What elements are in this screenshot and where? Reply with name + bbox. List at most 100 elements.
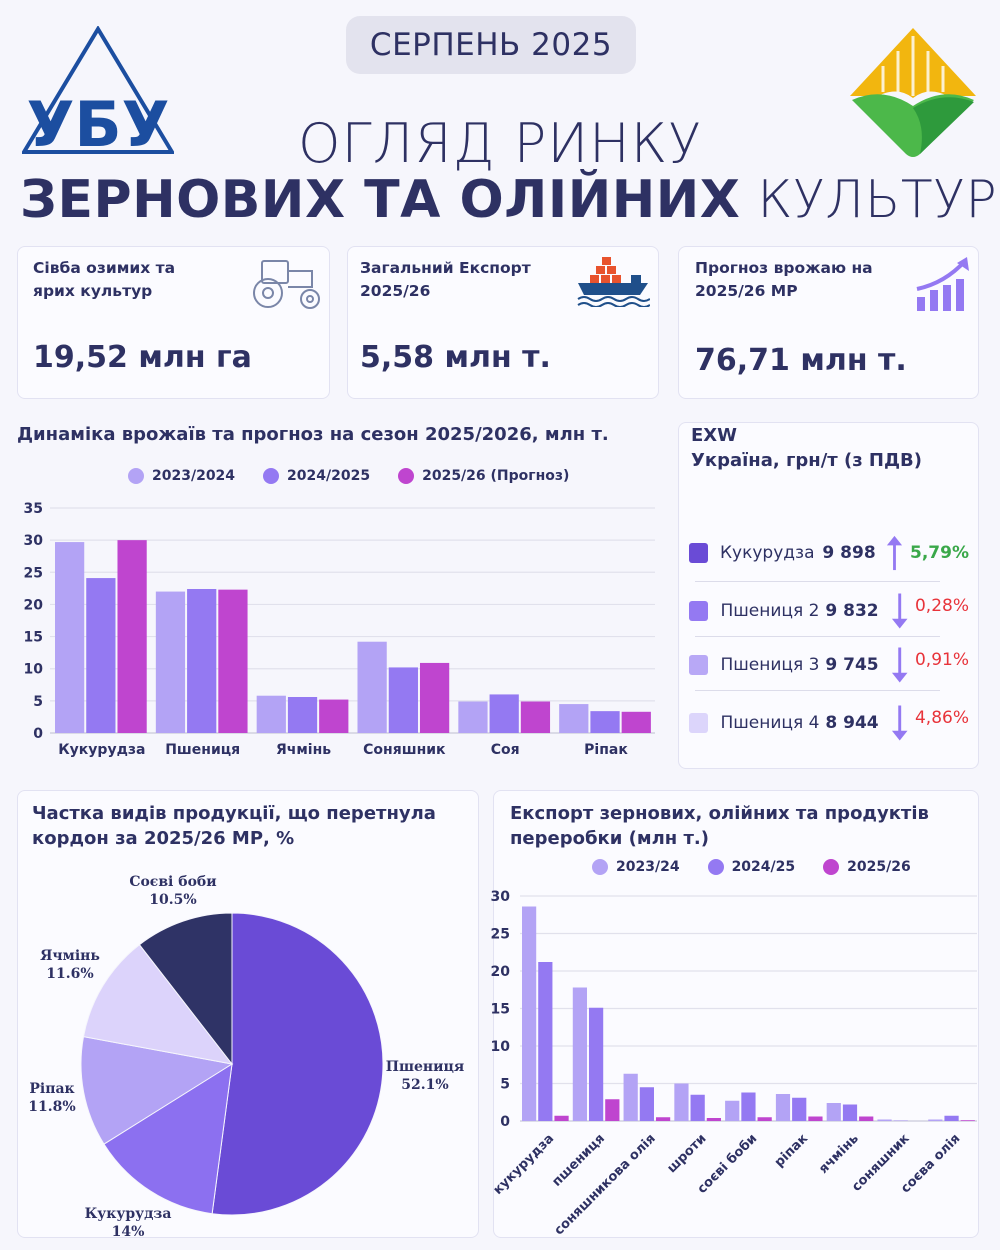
x-tick-label: Соняшник <box>363 742 446 758</box>
pie-label-value: 14% <box>111 1224 145 1240</box>
price-change: 4,86% <box>914 708 969 728</box>
crop-name: Пшениця 3 <box>720 655 820 675</box>
legend-label: 2025/26 (Прогноз) <box>422 468 570 484</box>
bar-соєві боби-2024/25 <box>741 1092 756 1121</box>
pie-label: Ячмінь 11.6% <box>10 947 130 983</box>
card-title: Загальний Експорт 2025/26 <box>360 259 531 300</box>
cargo-ship-icon <box>577 257 650 307</box>
bar-Кукурудза-2023/2024 <box>55 542 85 733</box>
bar-соєва олія-2024/25 <box>944 1115 959 1121</box>
pie-slice-Кукурудза <box>103 1063 233 1215</box>
y-tick-label: 20 <box>24 597 44 613</box>
bar-ячмінь-2025/26 <box>859 1116 874 1121</box>
pie-label: Пшениця 52.1% <box>365 1058 485 1094</box>
title-line-2: ЗЕРНОВИХ ТА ОЛІЙНИХ КУЛЬТУР <box>20 170 997 230</box>
divider <box>695 636 940 637</box>
y-tick-label: 30 <box>491 889 511 905</box>
bar-пшениця-2023/24 <box>572 987 587 1121</box>
bar-Соняшник-2023/2024 <box>357 641 387 733</box>
price: 9 745 <box>825 655 879 675</box>
bar-шроти-2024/25 <box>690 1094 705 1121</box>
bar-соєві боби-2023/24 <box>725 1100 740 1121</box>
legend-item: 2024/25 <box>707 859 795 875</box>
crop-name: Кукурудза <box>719 543 815 563</box>
svg-text:УБУ: УБУ <box>27 88 170 156</box>
price-change: 0,28% <box>914 596 969 616</box>
arrow-down-icon <box>891 705 908 741</box>
bar-Пшениця-2024/2025 <box>187 589 217 733</box>
bar-Кукурудза-2024/2025 <box>86 578 116 733</box>
bar-соєва олія-2023/24 <box>928 1119 943 1121</box>
bar-ячмінь-2023/24 <box>826 1103 841 1121</box>
y-tick-label: 15 <box>24 630 43 646</box>
legend-label: 2023/2024 <box>152 468 236 484</box>
bar-соняшник-2023/24 <box>877 1119 892 1121</box>
exw-row: Кукурудза 9 898 5,79% <box>689 535 969 571</box>
crop-name: Пшениця 4 <box>720 713 820 733</box>
legend-item: 2025/26 <box>823 859 911 875</box>
card-value: 76,71 млн т. <box>695 343 907 378</box>
color-swatch <box>689 601 709 621</box>
bar-кукурудза-2025/26 <box>554 1115 569 1121</box>
pie-label: Ріпак 11.8% <box>0 1080 112 1116</box>
bar-Ячмінь-2024/2025 <box>287 697 318 733</box>
pie-slice-Соєві боби <box>138 912 233 1066</box>
x-tick-label: Ріпак <box>584 742 628 758</box>
arrow-down-icon <box>891 593 908 629</box>
bar-Ячмінь-2025/26 (Прогноз) <box>319 699 349 733</box>
y-tick-label: 25 <box>491 927 510 943</box>
pie-chart-title: Частка видів продукції, що перетнула кор… <box>32 803 436 849</box>
bar-соєві боби-2025/26 <box>757 1117 772 1121</box>
legend-dot <box>128 468 144 484</box>
bar-Пшениця-2023/2024 <box>155 591 186 733</box>
x-tick-label: Ячмінь <box>276 742 331 758</box>
bar-ріпак-2025/26 <box>808 1116 823 1121</box>
bar-кукурудза-2024/25 <box>538 962 553 1121</box>
x-tick-label: ячмінь <box>816 1131 862 1177</box>
bar-ячмінь-2024/25 <box>842 1104 858 1121</box>
y-tick-label: 10 <box>24 662 44 678</box>
exw-row: Пшениця 2 9 832 0,28% <box>689 593 969 629</box>
bar-пшениця-2024/25 <box>588 1007 604 1121</box>
x-tick-label: соняшникова олія <box>552 1131 659 1238</box>
legend-dot <box>707 859 724 875</box>
y-tick-label: 0 <box>33 726 43 742</box>
divider <box>695 581 940 582</box>
growth-chart-icon <box>916 257 969 311</box>
legend-dot <box>263 468 280 484</box>
x-tick-label: кукурудза <box>491 1131 558 1198</box>
pie-label: Кукурудза 14% <box>68 1205 188 1241</box>
x-tick-label: ріпак <box>772 1131 811 1170</box>
pie-label-name: Ріпак <box>29 1081 75 1097</box>
y-tick-label: 5 <box>33 694 43 710</box>
export-share-pie-chart <box>80 912 384 1216</box>
pie-label-value: 11.8% <box>28 1099 76 1115</box>
pie-slice-Ячмінь <box>82 943 234 1065</box>
legend-label: 2024/2025 <box>287 468 371 484</box>
bar-ріпак-2024/25 <box>792 1097 807 1121</box>
date-badge: СЕРПЕНЬ 2025 <box>346 16 636 74</box>
harvest-legend: 2023/2024 2024/2025 2025/26 (Прогноз) <box>128 468 569 484</box>
x-tick-label: шроти <box>664 1131 709 1176</box>
legend-item: 2023/24 <box>592 859 680 875</box>
bar-Соняшник-2025/26 (Прогноз) <box>419 662 450 733</box>
bar-соняшникова олія-2023/24 <box>623 1073 638 1121</box>
bar-пшениця-2025/26 <box>605 1099 620 1121</box>
bar-Пшениця-2025/26 (Прогноз) <box>218 589 248 733</box>
tractor-icon <box>253 260 320 309</box>
harvest-chart-title: Динаміка врожаїв та прогноз на сезон 202… <box>17 424 609 445</box>
bar-ріпак-2023/24 <box>775 1094 791 1121</box>
pie-slice-Ріпак <box>80 1036 234 1145</box>
pie-label-value: 10.5% <box>149 892 197 908</box>
bar-Соя-2025/26 (Прогноз) <box>520 701 551 733</box>
y-tick-label: 5 <box>500 1077 510 1093</box>
ubu-logo: УБУ <box>22 26 174 156</box>
legend-item: 2024/2025 <box>263 468 370 484</box>
title-light: КУЛЬТУР <box>757 170 998 230</box>
bar-шроти-2025/26 <box>706 1118 721 1121</box>
export-chart-title: Експорт зернових, олійних та продуктів п… <box>510 803 929 849</box>
card-value: 19,52 млн га <box>33 340 252 375</box>
x-tick-label: Кукурудза <box>58 742 145 758</box>
card-title: Прогноз врожаю на 2025/26 МР <box>695 259 873 300</box>
bar-соняшникова олія-2024/25 <box>639 1087 654 1121</box>
